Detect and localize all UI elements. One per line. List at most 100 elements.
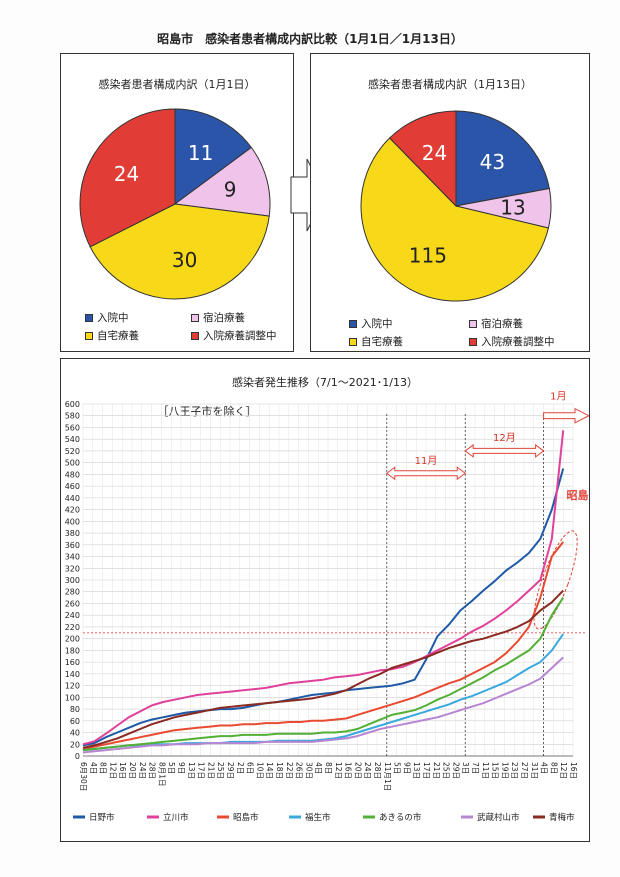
series-line-4 <box>82 597 565 752</box>
x-tick-label: 11日 <box>481 762 490 779</box>
x-tick-label: 26日 <box>295 762 304 779</box>
x-tick-label: 7日 <box>471 762 480 774</box>
swatch-hospital <box>85 314 93 322</box>
series-line-1 <box>82 430 565 746</box>
pie-label-hospital: 43 <box>480 150 505 174</box>
x-tick-label: 4日 <box>89 762 98 774</box>
swatch-adjusting <box>469 338 477 346</box>
y-tick-label: 220 <box>65 623 80 632</box>
x-tick-label: 13日 <box>412 762 421 779</box>
pie-title-jan13: 感染者患者構成内訳（1月13日） <box>368 78 532 91</box>
y-tick-label: 160 <box>65 658 80 667</box>
legend-hotel: 宿泊療養 <box>469 316 523 331</box>
y-tick-label: 300 <box>65 576 80 585</box>
x-tick-label: 8月1日 <box>157 762 166 787</box>
akishima-annotation: 昭島市 <box>567 488 590 502</box>
x-tick-label: 28日 <box>373 762 382 779</box>
line-chart-subtitle: ［八王子市を除く］ <box>158 404 257 418</box>
y-tick-label: 340 <box>65 553 80 562</box>
x-tick-label: 9日 <box>402 762 411 774</box>
legend-hospital: 入院中 <box>85 310 129 325</box>
x-tick-label: 27日 <box>520 762 529 779</box>
legend-item: 武蔵村山市 <box>461 812 520 823</box>
month-annotation: 12月 <box>493 432 516 444</box>
y-tick-label: 400 <box>65 517 80 526</box>
y-tick-label: 560 <box>65 423 80 432</box>
pie-label-home: 30 <box>172 248 197 272</box>
pie-title-jan1: 感染者患者構成内訳（1月1日） <box>98 78 256 91</box>
x-tick-label: 28日 <box>148 762 157 779</box>
pie-slice-home <box>89 203 270 300</box>
page-title: 昭島市 感染者患者構成内訳比較（1月1日／1月13日） <box>157 32 463 46</box>
legend-label: あきるの市 <box>379 812 422 823</box>
legend-item: 立川市 <box>147 812 189 823</box>
y-tick-label: 240 <box>65 611 80 620</box>
legend-label: 日野市 <box>89 812 115 823</box>
series-line-6 <box>82 589 564 749</box>
x-tick-label: 8日 <box>324 762 333 774</box>
x-tick-label: 22日 <box>285 762 294 779</box>
pie-label-home: 115 <box>409 244 447 268</box>
x-tick-label: 19日 <box>500 762 509 779</box>
x-tick-label: 4日 <box>314 762 323 774</box>
swatch-adjusting <box>191 332 199 340</box>
pie-slice-hotel <box>173 146 271 217</box>
x-tick-label: 17日 <box>197 762 206 779</box>
y-tick-label: 420 <box>65 506 80 515</box>
pie-label-hotel: 13 <box>500 195 525 219</box>
legend-home: 自宅療養 <box>349 334 403 349</box>
legend-item: 昭島市 <box>217 812 259 823</box>
x-tick-label: 23日 <box>510 762 519 779</box>
x-tick-label: 6月30日 <box>79 762 88 791</box>
swatch-home <box>85 332 93 340</box>
x-tick-label: 15日 <box>491 762 500 779</box>
pie-slice-adjusting <box>79 108 176 248</box>
legend-hospital: 入院中 <box>349 316 393 331</box>
pie-legend-jan1: 入院中 宿泊療養 自宅療養 入院療養調整中 <box>85 310 295 346</box>
x-tick-label: 30日 <box>304 762 313 779</box>
legend-label: 福生市 <box>305 812 331 823</box>
x-tick-label: 5日 <box>167 762 176 774</box>
swatch-hotel <box>469 320 477 328</box>
x-tick-label: 18日 <box>275 762 284 779</box>
x-tick-label: 6日 <box>246 762 255 774</box>
pie-chart-jan13: 43 13 115 24 <box>360 110 552 302</box>
x-tick-label: 17日 <box>422 762 431 779</box>
y-tick-label: 440 <box>65 494 80 503</box>
pie-chart-jan1: 11 9 30 24 <box>79 108 271 300</box>
legend-home: 自宅療養 <box>85 328 139 343</box>
pie-label-hospital: 11 <box>188 141 213 165</box>
pie-label-hotel: 9 <box>224 178 237 202</box>
y-tick-label: 320 <box>65 564 80 573</box>
x-tick-label: 25日 <box>216 762 225 779</box>
y-tick-label: 120 <box>65 682 80 691</box>
legend-label: 立川市 <box>163 812 189 823</box>
x-tick-label: 29日 <box>451 762 460 779</box>
series-line-3 <box>82 633 565 752</box>
legend-hotel: 宿泊療養 <box>191 310 245 325</box>
x-tick-label: 9日 <box>177 762 186 774</box>
legend-label: 昭島市 <box>233 812 259 823</box>
legend-label: 武蔵村山市 <box>477 812 520 823</box>
pie-panel-jan1: 感染者患者構成内訳（1月1日） 11 9 30 24 入院中 宿泊療養 自宅療養 入院… <box>60 53 294 352</box>
x-tick-label: 10日 <box>255 762 264 779</box>
y-tick-label: 540 <box>65 435 80 444</box>
legend-item: 福生市 <box>289 812 331 823</box>
y-tick-label: 260 <box>65 599 80 608</box>
y-tick-label: 360 <box>65 541 80 550</box>
x-tick-label: 31日 <box>530 762 539 779</box>
series-line-0 <box>82 468 565 747</box>
pie-slice-home <box>360 137 550 302</box>
x-tick-label: 8日 <box>549 762 558 774</box>
y-tick-label: 480 <box>65 470 80 479</box>
pie-legend-jan13: 入院中 宿泊療養 自宅療養 入院療養調整中 <box>349 316 589 352</box>
y-tick-label: 60 <box>70 717 80 726</box>
swatch-hospital <box>349 320 357 328</box>
pie-slice-hospital <box>174 108 253 205</box>
month-annotation: 11月 <box>415 455 438 467</box>
line-chart: 感染者発生推移（7/1～2021･1/13） ［八王子市を除く］ 0 20 40 60 80… <box>65 375 590 823</box>
x-tick-label: 14日 <box>265 762 274 779</box>
x-tick-label: 2日 <box>236 762 245 774</box>
legend-label: 青梅市 <box>549 812 575 823</box>
x-tick-label: 5日 <box>393 762 402 774</box>
